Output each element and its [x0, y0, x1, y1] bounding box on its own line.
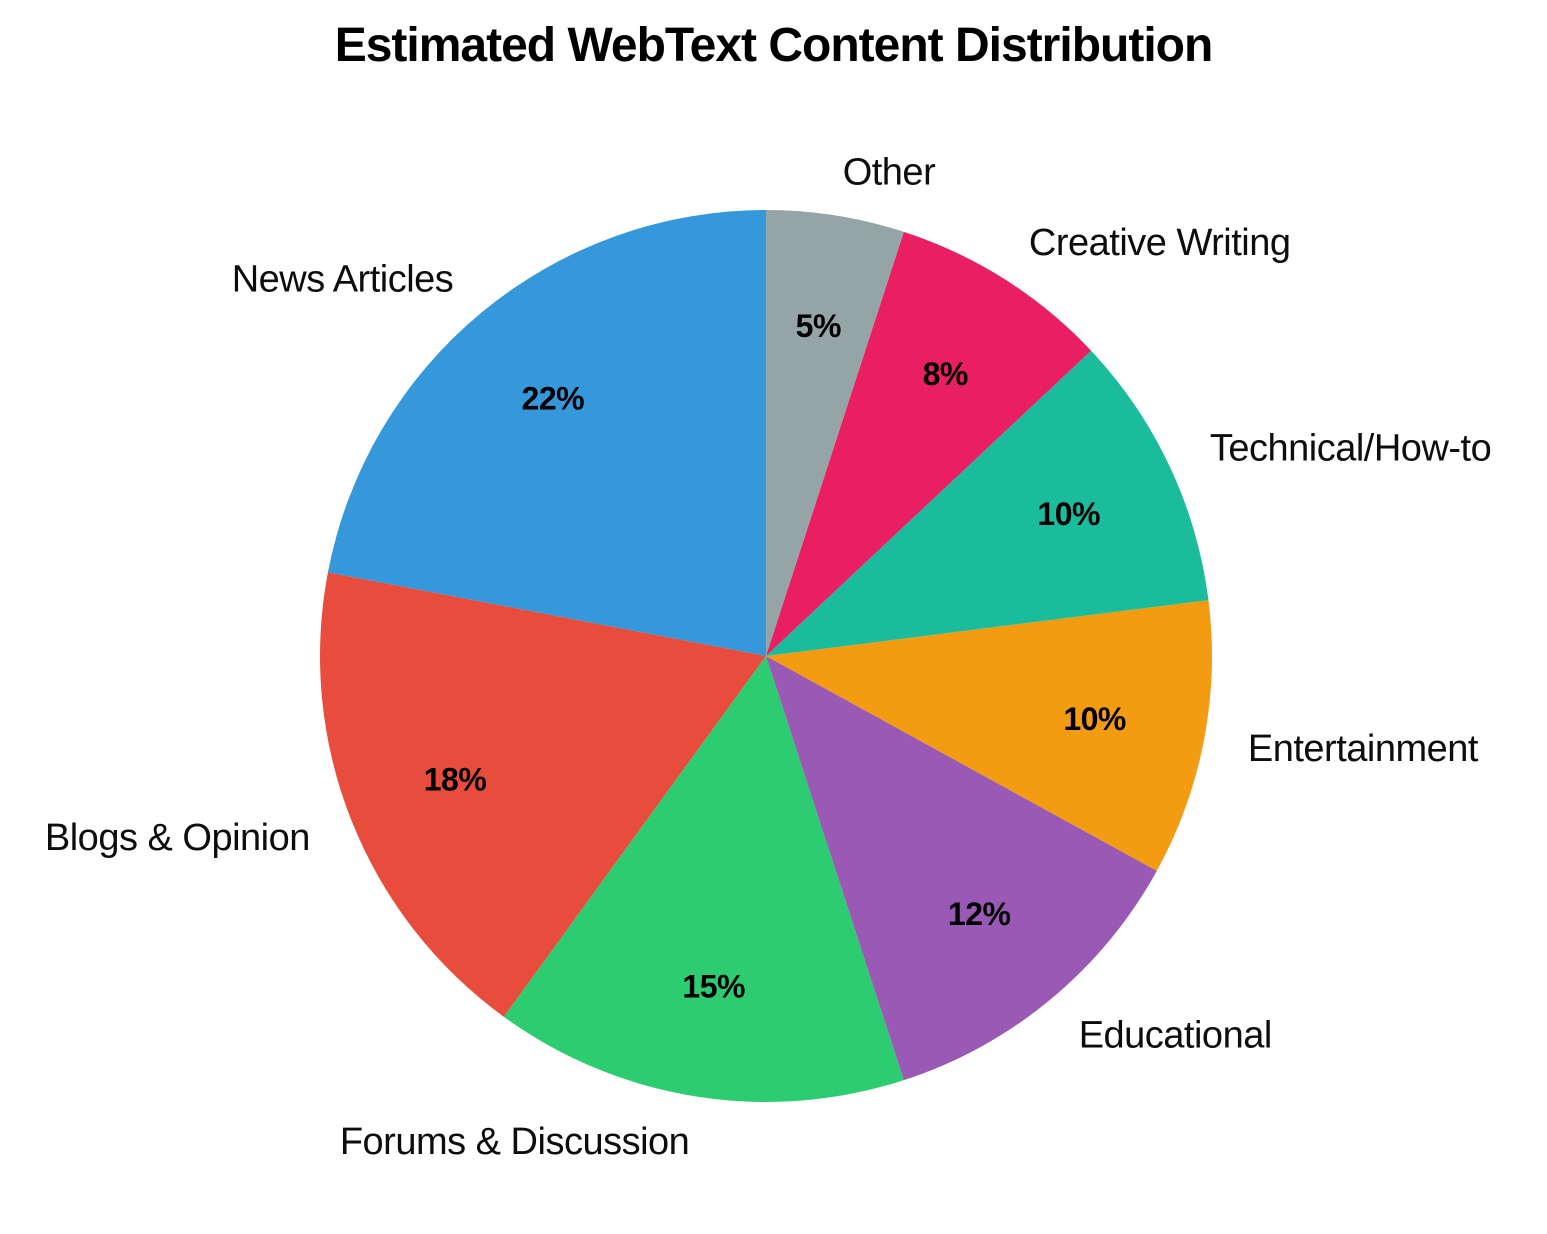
chart-title: Estimated WebText Content Distribution	[334, 19, 1214, 72]
pct-label-educational: 12%	[948, 896, 1011, 932]
pie-slice-creative-writing	[766, 231, 1092, 656]
pie-slice-educational	[766, 656, 1157, 1081]
pie-slice-other	[766, 210, 904, 656]
pie-slice-news-articles	[327, 210, 766, 656]
pct-label-news-articles: 22%	[522, 381, 585, 417]
pct-label-other: 5%	[796, 308, 841, 344]
slice-label-creative-writing: Creative Writing	[1029, 222, 1291, 264]
pct-label-creative-writing: 8%	[923, 356, 968, 392]
pie-slice-entertainment	[766, 600, 1212, 871]
slice-label-blogs-opinion: Blogs & Opinion	[45, 817, 310, 859]
pct-label-forums-discussion: 15%	[682, 969, 745, 1005]
slice-label-forums-discussion: Forums & Discussion	[340, 1121, 689, 1163]
pie-slice-blogs-opinion	[320, 572, 766, 1017]
slice-label-educational: Educational	[1079, 1014, 1272, 1056]
pie-slice-forums-discussion	[503, 656, 904, 1102]
pct-label-technical-how-to: 10%	[1037, 496, 1100, 532]
pct-label-entertainment: 10%	[1063, 701, 1126, 737]
pie-slice-technical-how-to	[766, 350, 1209, 656]
slice-label-news-articles: News Articles	[232, 258, 454, 300]
slice-label-technical-how-to: Technical/How-to	[1210, 427, 1491, 469]
slice-label-entertainment: Entertainment	[1248, 728, 1479, 770]
pct-label-blogs-opinion: 18%	[424, 761, 487, 797]
slice-label-other: Other	[843, 152, 936, 194]
